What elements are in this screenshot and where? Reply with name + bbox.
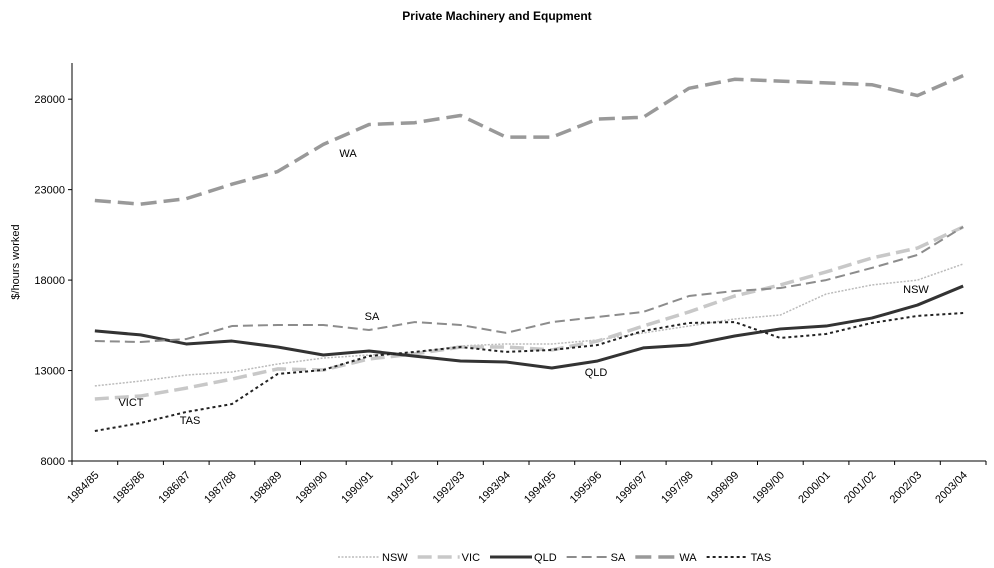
series-annotation: WA [339,148,357,160]
legend-label: TAS [751,552,772,564]
legend-label: WA [679,552,697,564]
x-tick-label: 1994/95 [522,469,559,506]
series-annotation: QLD [585,367,608,379]
x-tick-label: 1998/99 [705,469,742,506]
series-annotation: VICT [118,397,143,409]
x-tick-label: 2000/01 [796,469,833,506]
y-tick-label: 18000 [34,275,65,287]
y-tick-label: 13000 [34,366,65,378]
x-tick-label: 1991/92 [385,469,422,506]
series-line [94,225,964,401]
y-tick-label: 23000 [34,185,65,197]
series-annotation: SA [365,311,380,323]
x-tick-label: 2002/03 [888,469,925,506]
legend-label: NSW [382,552,408,564]
x-tick-label: 1986/87 [156,469,193,506]
y-tick-label: 8000 [41,456,65,468]
series-line [94,312,964,432]
series-line [94,226,964,343]
x-tick-label: 1987/88 [202,469,239,506]
legend-label: QLD [534,552,557,564]
x-tick-label: 1996/97 [613,469,650,506]
x-tick-label: 1999/00 [751,469,788,506]
legend-label: VIC [462,552,480,564]
chart-title: Private Machinery and Equpment [402,9,591,23]
y-tick-label: 28000 [34,94,65,106]
series-annotation: NSW [903,284,929,296]
x-tick-label: 2003/04 [933,469,970,506]
series-line [94,74,964,206]
series-line [94,263,964,387]
x-tick-label: 1992/93 [431,469,468,506]
series-annotation: TAS [180,415,201,427]
x-tick-label: 1984/85 [65,469,102,506]
x-tick-label: 1989/90 [294,469,331,506]
x-tick-label: 1990/91 [339,469,376,506]
x-tick-label: 1985/86 [111,469,148,506]
x-tick-label: 1995/96 [568,469,605,506]
x-tick-label: 1988/89 [248,469,285,506]
x-tick-label: 1993/94 [476,469,513,506]
y-axis-label: $/hours worked [10,224,22,299]
series-line [94,284,964,370]
x-tick-label: 2001/02 [842,469,879,506]
legend-label: SA [611,552,626,564]
x-tick-label: 1997/98 [659,469,696,506]
